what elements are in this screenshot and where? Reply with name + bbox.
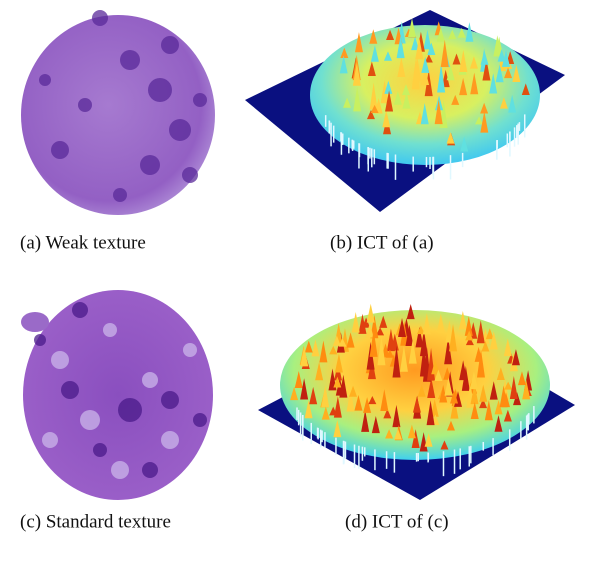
ict-surface-b xyxy=(245,10,565,212)
cell-image-c xyxy=(21,290,213,500)
caption: (a) Weak texture xyxy=(20,232,146,253)
caption: (c) Standard texture xyxy=(20,511,171,532)
caption: (d) ICT of (c) xyxy=(345,511,449,532)
figure: (a) Weak texture (b) ICT of (a) (c) Stan… xyxy=(0,0,590,566)
caption: (b) ICT of (a) xyxy=(330,232,434,253)
surface-peak xyxy=(367,304,375,323)
ict-surface-d xyxy=(258,304,575,500)
cell-image-a xyxy=(21,10,215,215)
